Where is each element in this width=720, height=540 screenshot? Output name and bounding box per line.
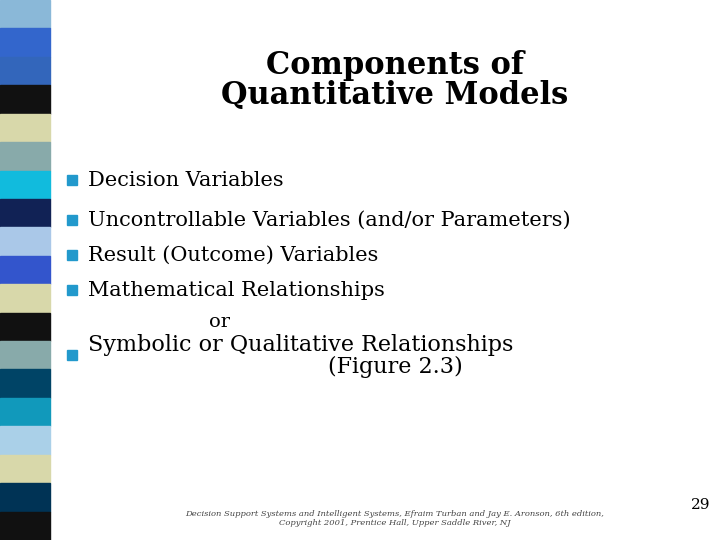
Bar bbox=[0, 85, 50, 114]
Text: Uncontrollable Variables (and/or Parameters): Uncontrollable Variables (and/or Paramet… bbox=[88, 211, 571, 229]
Text: Copyright 2001, Prentice Hall, Upper Saddle River, NJ: Copyright 2001, Prentice Hall, Upper Sad… bbox=[279, 519, 510, 527]
Bar bbox=[0, 426, 50, 455]
Bar bbox=[67, 175, 77, 185]
Bar bbox=[67, 250, 77, 260]
Bar bbox=[67, 285, 77, 295]
Bar bbox=[0, 29, 50, 57]
Bar bbox=[0, 227, 50, 256]
Bar bbox=[0, 199, 50, 227]
Bar bbox=[67, 215, 77, 225]
Text: or: or bbox=[210, 313, 230, 331]
Bar bbox=[0, 398, 50, 426]
Text: Decision Support Systems and Intelligent Systems, Efraim Turban and Jay E. Arons: Decision Support Systems and Intelligent… bbox=[186, 510, 604, 518]
Text: 29: 29 bbox=[690, 498, 710, 512]
Text: (Figure 2.3): (Figure 2.3) bbox=[328, 356, 462, 378]
Text: Components of: Components of bbox=[266, 50, 524, 81]
Text: Mathematical Relationships: Mathematical Relationships bbox=[88, 280, 385, 300]
Bar bbox=[0, 256, 50, 284]
Bar bbox=[0, 57, 50, 85]
Text: Result (Outcome) Variables: Result (Outcome) Variables bbox=[88, 246, 379, 265]
Text: Decision Variables: Decision Variables bbox=[88, 171, 284, 190]
Bar bbox=[0, 284, 50, 313]
Text: Symbolic or Qualitative Relationships: Symbolic or Qualitative Relationships bbox=[88, 334, 513, 356]
Bar bbox=[0, 483, 50, 511]
Bar bbox=[0, 511, 50, 540]
Bar bbox=[0, 0, 50, 29]
Bar bbox=[0, 369, 50, 398]
Text: Quantitative Models: Quantitative Models bbox=[221, 80, 569, 111]
Bar bbox=[0, 142, 50, 171]
Bar bbox=[0, 341, 50, 369]
Bar bbox=[0, 114, 50, 142]
Bar bbox=[0, 171, 50, 199]
Bar bbox=[0, 455, 50, 483]
Bar bbox=[67, 350, 77, 360]
Bar bbox=[0, 313, 50, 341]
